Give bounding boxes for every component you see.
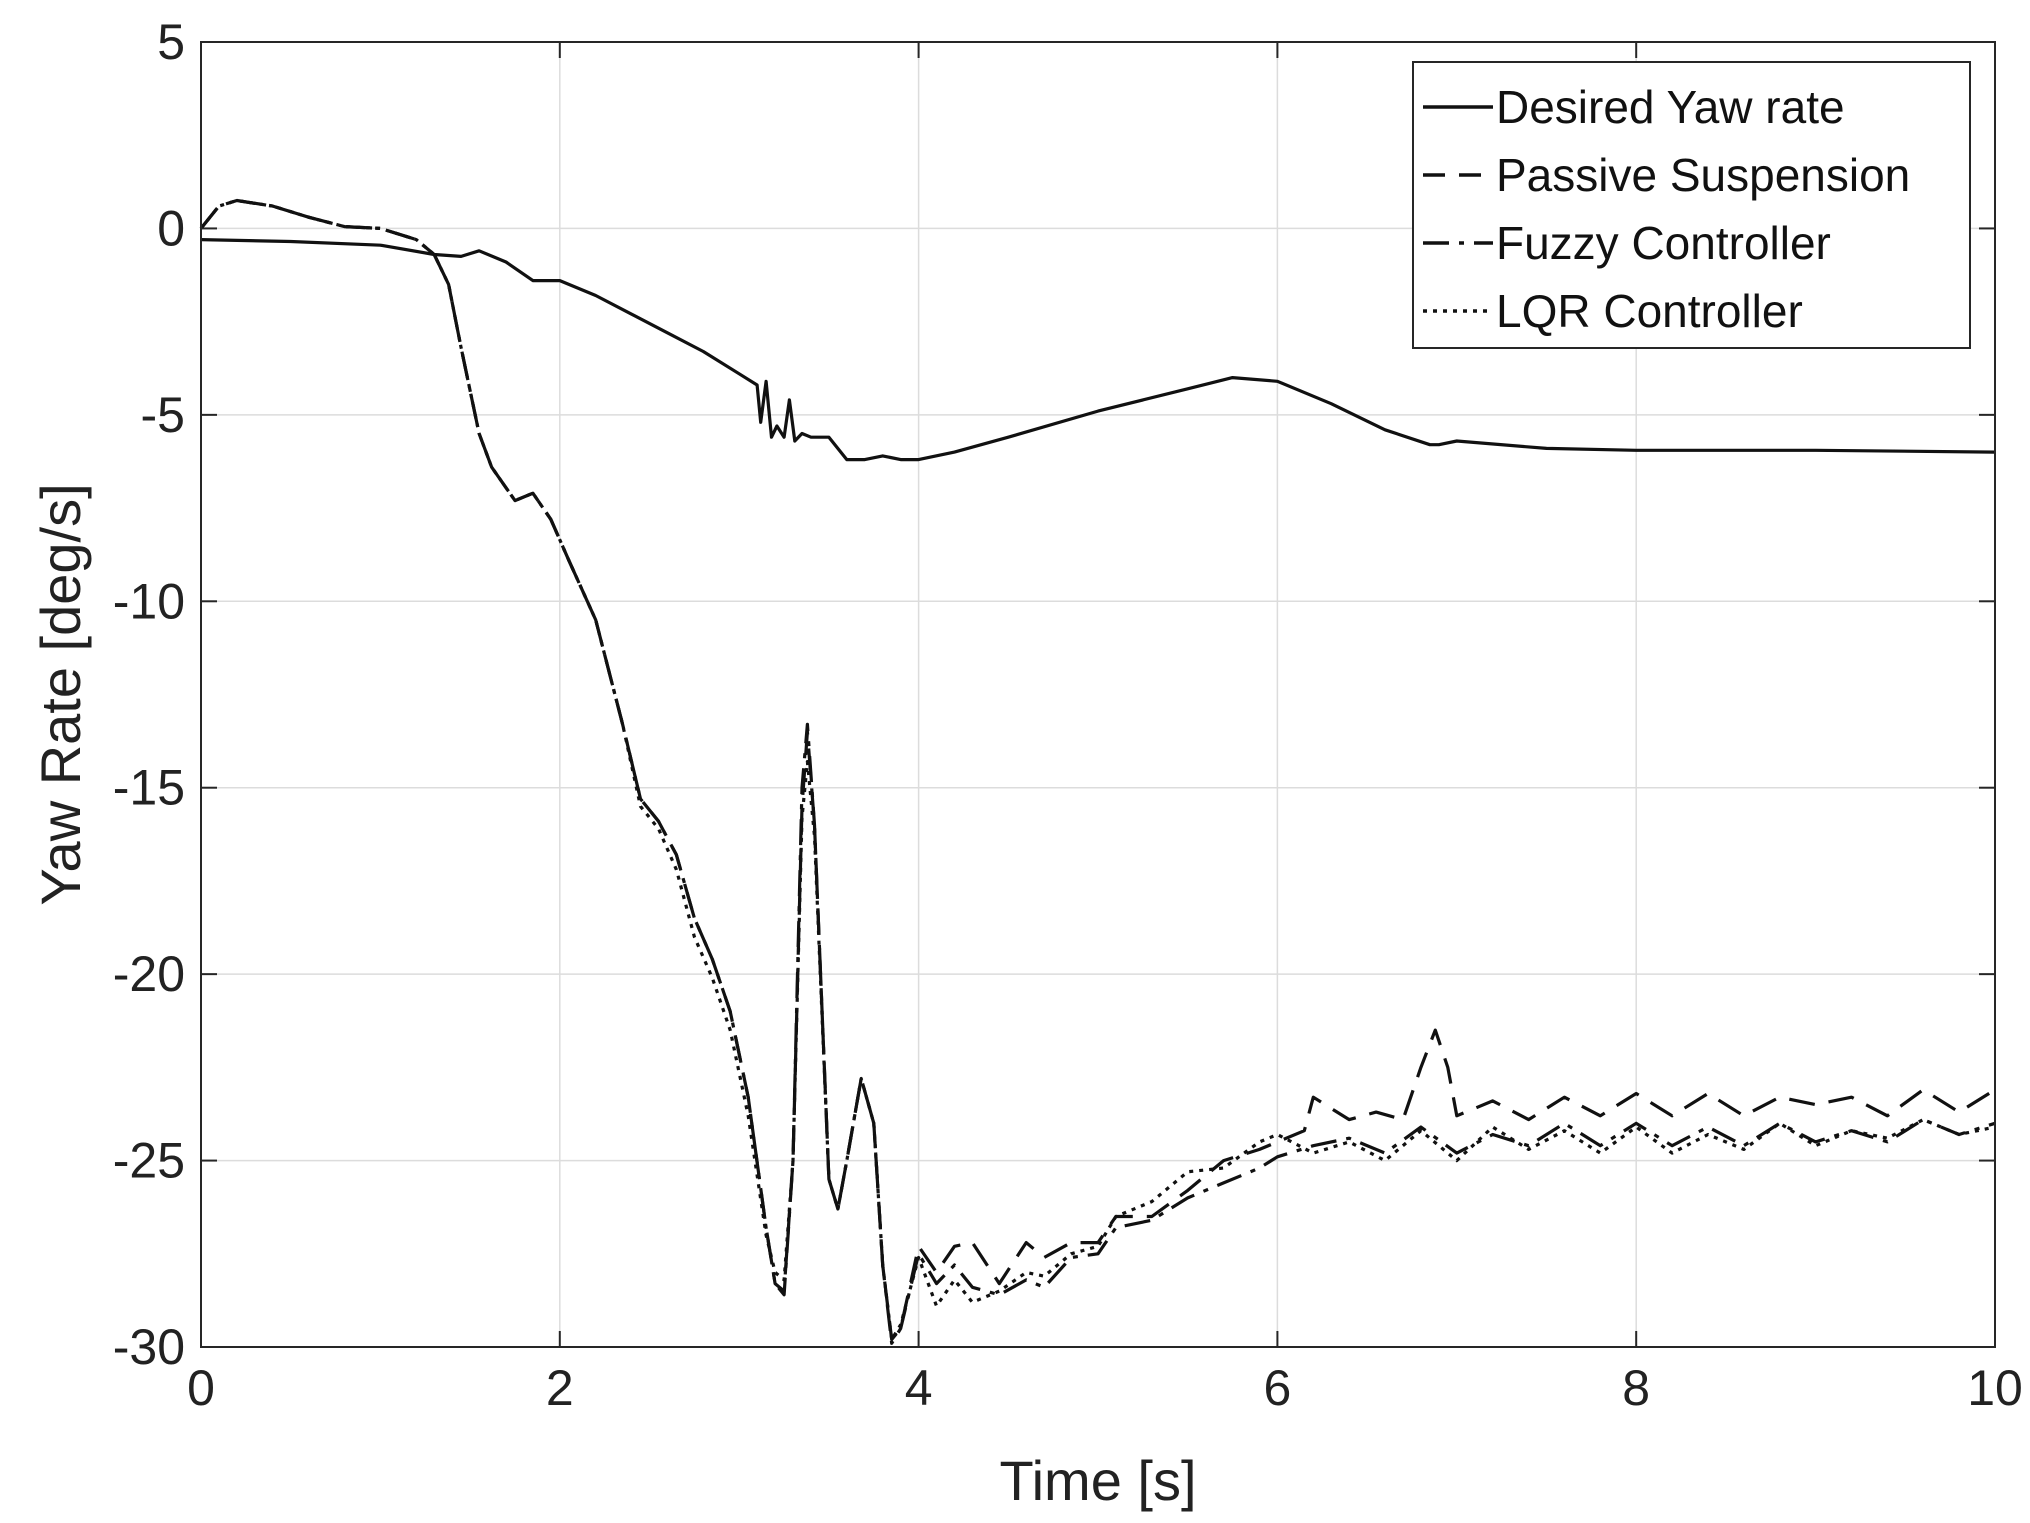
y-tick-label: -25 bbox=[113, 1133, 185, 1189]
x-tick-label: 4 bbox=[905, 1360, 933, 1416]
grid bbox=[201, 42, 1995, 1347]
x-tick-label: 2 bbox=[546, 1360, 574, 1416]
y-axis-title: Yaw Rate [deg/s] bbox=[29, 483, 92, 905]
series-line-fuzzy-controller bbox=[199, 198, 1996, 1345]
y-tick-label: -20 bbox=[113, 946, 185, 1002]
legend-box bbox=[1412, 61, 1971, 349]
x-tick-label: 8 bbox=[1622, 1360, 1650, 1416]
series-line-lqr-controller bbox=[199, 198, 1996, 1342]
ticks: 0 2 4 6 8 10 5 0 -5 -10 -15 -20 -25 -30 bbox=[113, 14, 2023, 1416]
legend-label: LQR Controller bbox=[1496, 285, 1803, 337]
y-tick-label: 0 bbox=[157, 200, 185, 256]
legend-label: Passive Suspension bbox=[1496, 149, 1910, 201]
plot-frame bbox=[200, 41, 1996, 1348]
x-tick-label: 10 bbox=[1967, 1360, 2023, 1416]
y-tick-label: 5 bbox=[157, 14, 185, 70]
y-tick-label: -10 bbox=[113, 573, 185, 629]
legend-label: Fuzzy Controller bbox=[1496, 217, 1831, 269]
series-layer bbox=[199, 198, 1996, 1345]
series-line-desired-yaw-rate bbox=[200, 238, 1996, 462]
x-axis-title: Time [s] bbox=[999, 1449, 1196, 1512]
y-tick-label: -5 bbox=[141, 387, 185, 443]
y-tick-label: -30 bbox=[113, 1319, 185, 1375]
x-tick-label: 6 bbox=[1263, 1360, 1291, 1416]
y-tick-label: -15 bbox=[113, 760, 185, 816]
x-tick-label: 0 bbox=[187, 1360, 215, 1416]
legend-label: Desired Yaw rate bbox=[1496, 81, 1845, 133]
legend: Desired Yaw rate Passive Suspension Fuzzy … bbox=[1412, 61, 1971, 349]
